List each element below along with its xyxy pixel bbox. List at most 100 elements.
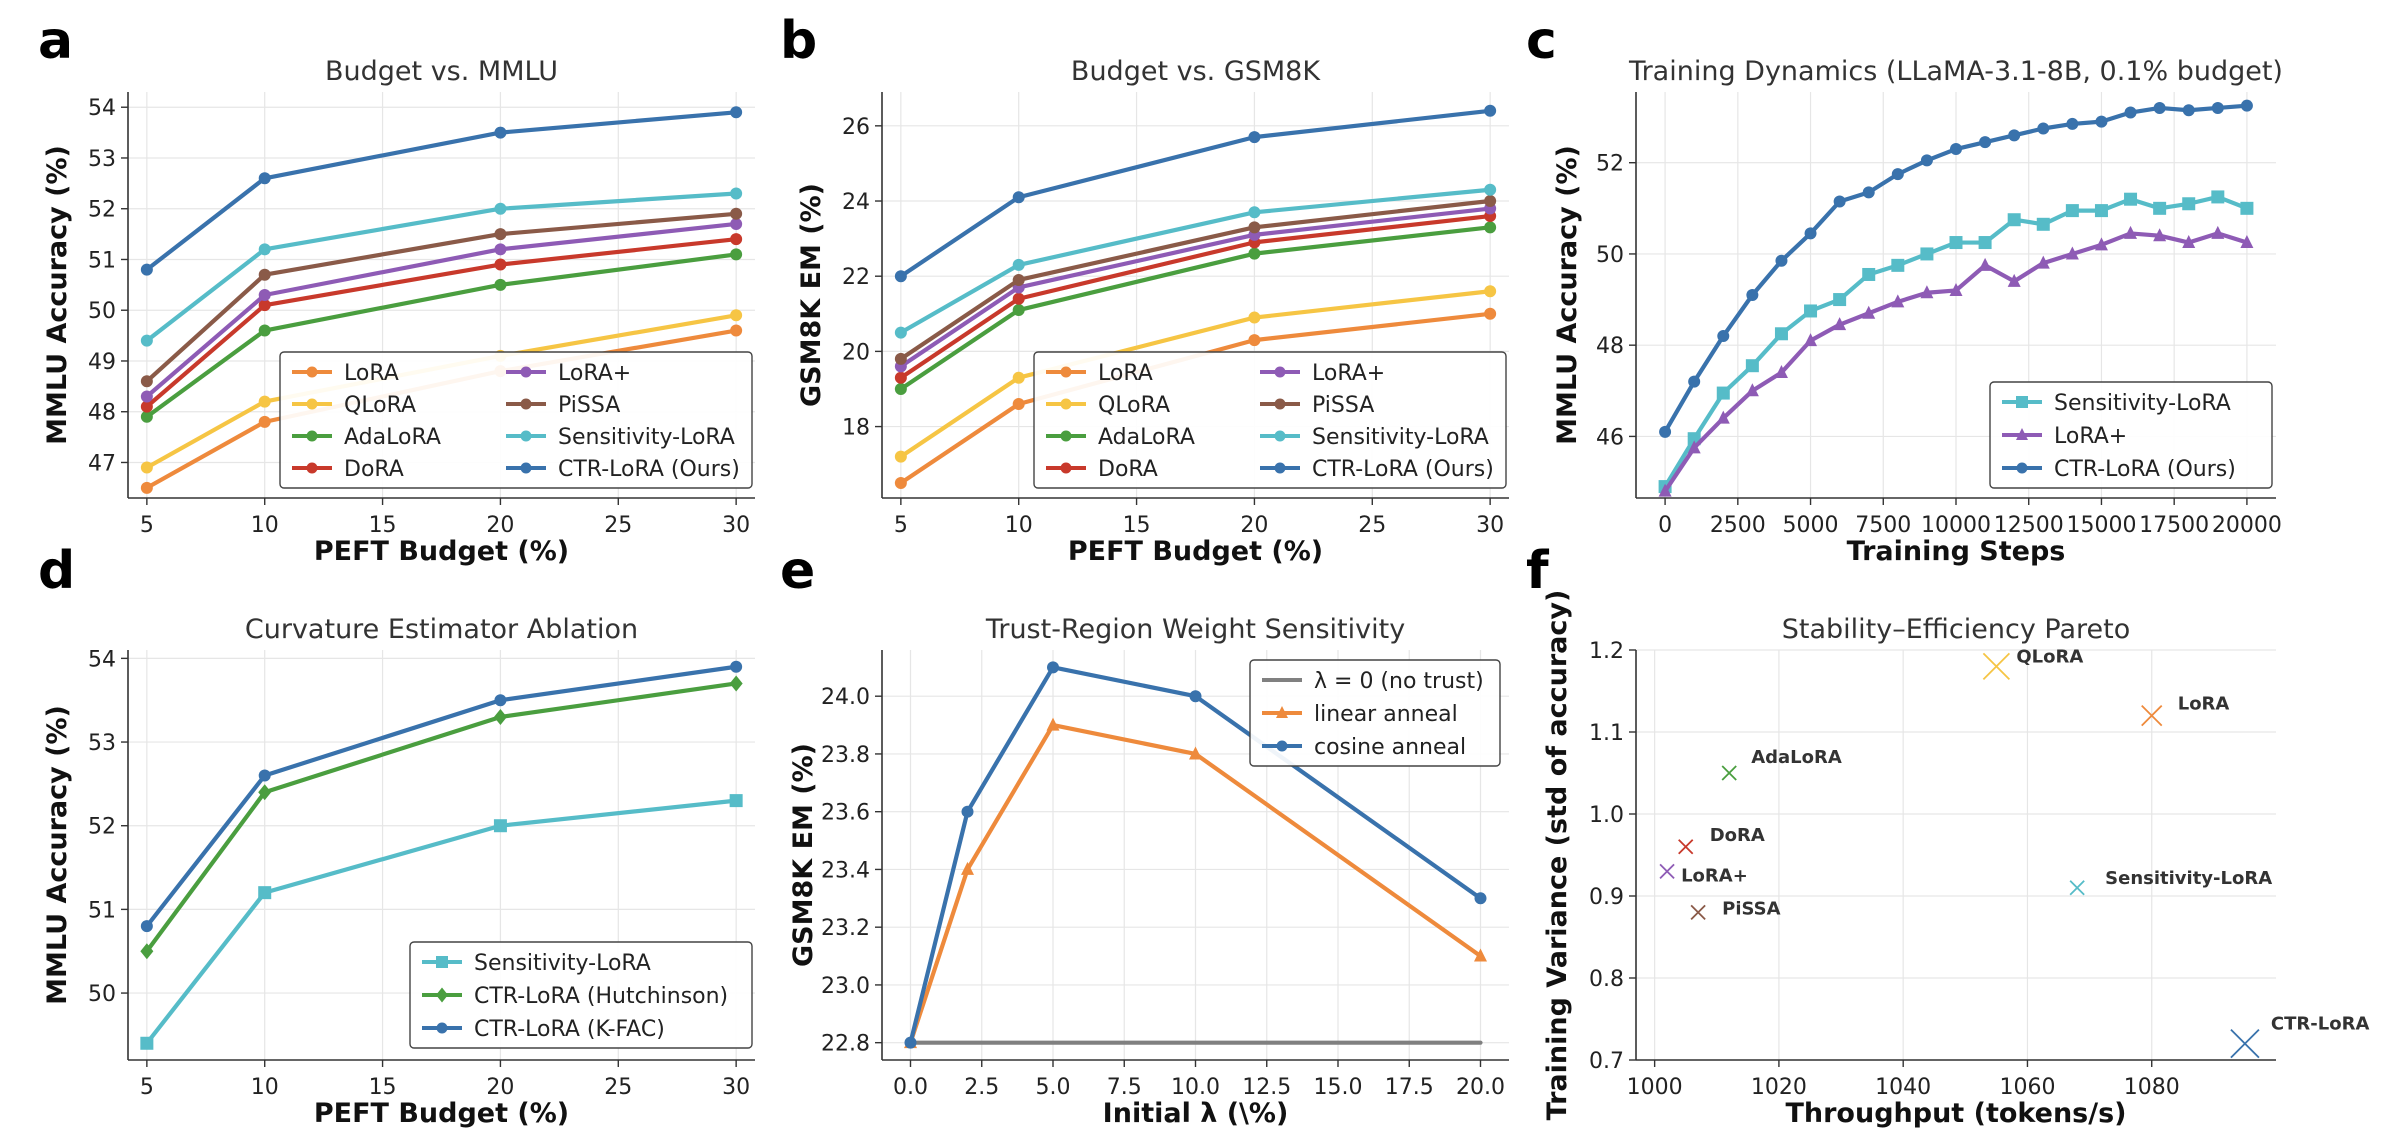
data-point: [2036, 217, 2050, 231]
data-point: [1716, 386, 1730, 400]
series-sensitivity-lora: [140, 794, 743, 1050]
legend-label: LoRA+: [1312, 361, 1385, 386]
y-tick-label: 48: [1596, 334, 1624, 359]
panel-letter-a: a: [38, 11, 73, 71]
y-tick-label: 23.8: [821, 743, 870, 768]
legend-item-sensitivity-lora: Sensitivity-LoRA: [1260, 425, 1489, 450]
point-label: QLoRA: [2016, 646, 2083, 667]
data-point: [1248, 311, 1261, 324]
data-point: [258, 268, 271, 281]
legend-marker: [1274, 366, 1286, 378]
data-point: [961, 861, 974, 875]
data-point: [730, 106, 743, 119]
x-marker: [1678, 839, 1694, 855]
legend: LoRA QLoRA AdaLoRA DoRA LoRA+ PiSSA Sensitivit…: [279, 351, 753, 489]
y-tick-label: 23.2: [821, 916, 870, 941]
legend-label: CTR-LoRA (Ours): [558, 457, 740, 482]
chart-title: Stability–Efficiency Pareto: [1782, 614, 2130, 645]
data-point: [1658, 483, 1672, 497]
y-tick-label: 1.2: [1589, 639, 1624, 664]
legend-label: AdaLoRA: [344, 425, 441, 450]
data-point: [2182, 197, 2196, 211]
x-tick-label: 5: [140, 513, 154, 538]
legend-item-lora: LoRA: [292, 361, 399, 386]
legend-box: [1033, 351, 1507, 489]
x-tick-label: 0: [1658, 513, 1672, 538]
x-tick-label: 5.0: [1036, 1075, 1071, 1100]
legend-marker: [306, 366, 318, 378]
series-line: [144, 191, 739, 343]
legend-item-ctr-lora-k-fac: CTR-LoRA (K-FAC): [422, 1017, 665, 1042]
data-point: [2153, 101, 2166, 114]
data-point: [258, 243, 271, 256]
x-axis-label: PEFT Budget (%): [314, 536, 569, 567]
x-tick-label: 15: [369, 513, 397, 538]
data-point: [1189, 690, 1202, 703]
data-point: [1659, 425, 1672, 438]
x-marker: [2230, 1028, 2260, 1059]
legend-item-sensitivity-lora: Sensitivity-LoRA: [422, 951, 651, 976]
data-point: [494, 258, 507, 271]
y-axis-label: MMLU Accuracy (%): [42, 705, 73, 1005]
data-point: [2065, 246, 2079, 260]
data-point: [2240, 201, 2254, 215]
data-point: [140, 400, 153, 413]
data-point: [1804, 227, 1817, 240]
panel-letter-d: d: [38, 541, 75, 601]
data-point: [730, 233, 743, 246]
panel-f: f 1000 1020 1040 1060 1080 0.7 0.8 0.9 1.0 1.1 1.2 S…: [1526, 541, 2369, 1129]
data-point: [894, 326, 907, 339]
data-point: [1862, 186, 1875, 199]
data-point: [1978, 257, 1992, 271]
y-tick-label: 1.1: [1589, 721, 1624, 746]
series-dora: [140, 233, 743, 413]
series-ctr-lora-ours: [1659, 99, 2253, 438]
data-point: [140, 943, 154, 960]
data-point: [2182, 235, 2196, 249]
data-point: [1248, 131, 1261, 144]
data-point: [258, 324, 271, 337]
series-lora-plus: [1658, 225, 2254, 497]
legend-marker: [520, 430, 532, 442]
data-point: [258, 784, 272, 801]
series-line: [898, 206, 1493, 369]
panel-d: d 5 10 15 20 25 30 50 51 52 53 54 Curvature Estimato…: [38, 541, 755, 1129]
data-point: [894, 371, 907, 384]
data-point: [1949, 236, 1963, 250]
series-line: [898, 289, 1493, 459]
data-point: [1474, 948, 1487, 962]
legend-box: [279, 351, 753, 489]
y-tick-label: 18: [842, 416, 870, 441]
data-point: [729, 675, 743, 692]
legend-marker: [1060, 366, 1072, 378]
data-point: [2008, 129, 2021, 142]
y-tick-label: 0.7: [1589, 1049, 1624, 1074]
data-point: [1833, 293, 1847, 307]
x-marker: [1721, 765, 1737, 781]
point-label: LoRA: [2178, 694, 2230, 715]
data-point: [1484, 285, 1497, 298]
x-tick-label: 30: [722, 513, 750, 538]
x-tick-label: 10: [1005, 513, 1033, 538]
x-marker: [1690, 904, 1706, 921]
panel-letter-f: f: [1526, 541, 1550, 601]
y-tick-label: 54: [88, 96, 116, 121]
panel-letter-b: b: [780, 11, 817, 71]
chart-title: Curvature Estimator Ablation: [245, 614, 638, 645]
data-point: [1804, 304, 1818, 318]
data-point: [2153, 201, 2167, 215]
data-point: [2240, 235, 2254, 249]
y-tick-label: 23.4: [821, 858, 870, 883]
legend-label: linear anneal: [1314, 702, 1458, 727]
point-label: Sensitivity-LoRA: [2105, 868, 2272, 889]
y-tick-label: 24: [842, 190, 870, 215]
legend-label: CTR-LoRA (K-FAC): [474, 1017, 665, 1042]
x-tick-label: 17500: [2139, 513, 2209, 538]
x-tick-label: 10: [251, 1075, 279, 1100]
y-tick-label: 23.0: [821, 974, 870, 999]
point-label: CTR-LoRA: [2271, 1014, 2370, 1035]
data-point: [2182, 104, 2195, 117]
data-point: [1012, 304, 1025, 317]
data-point: [730, 309, 743, 322]
data-point: [2094, 237, 2108, 251]
